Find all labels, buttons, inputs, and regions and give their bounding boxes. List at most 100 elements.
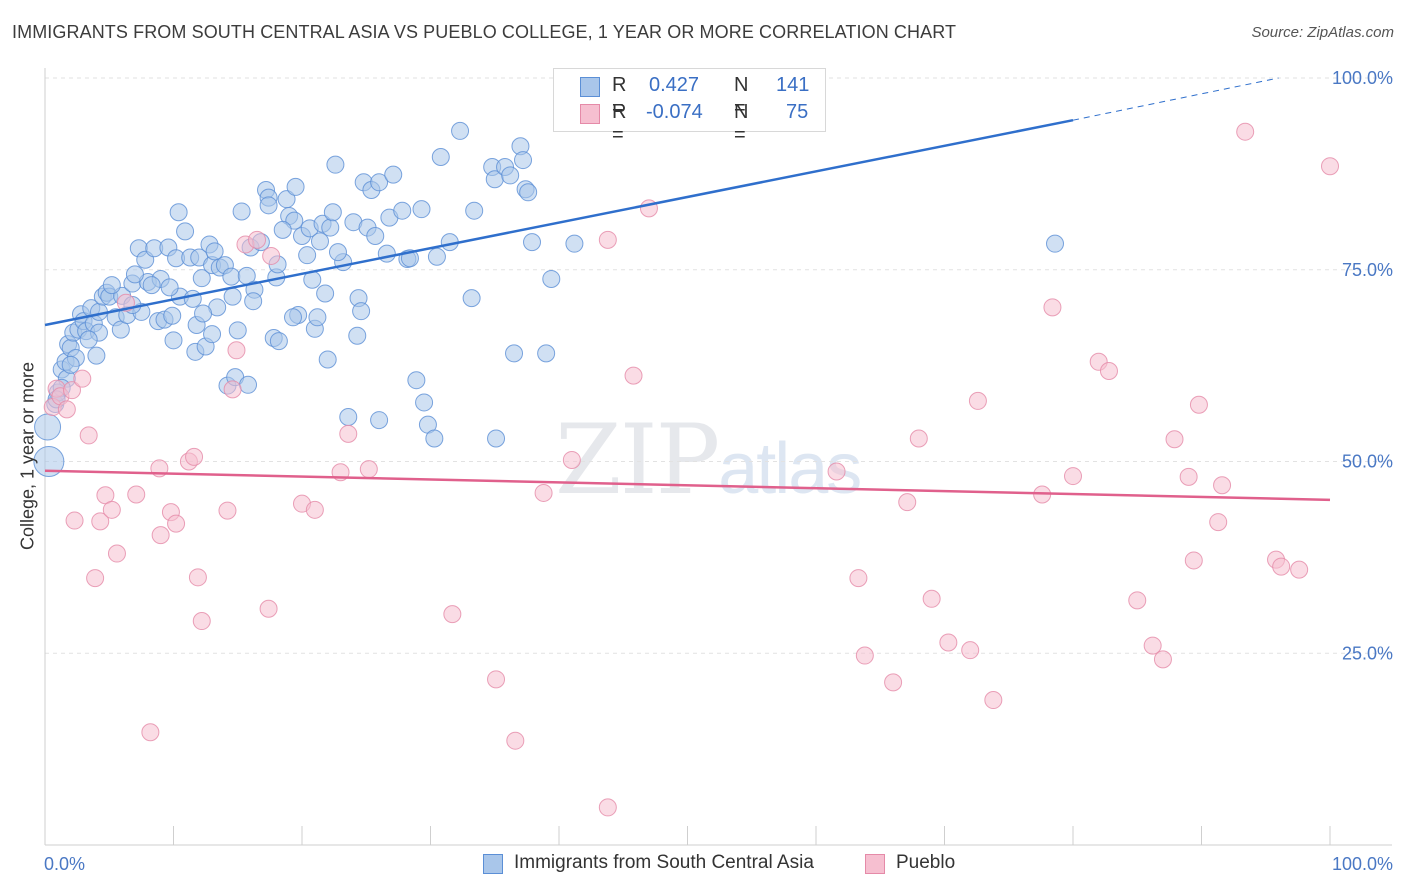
pueblo-point (141, 723, 160, 742)
y-tick-label: 100.0% (1332, 68, 1393, 88)
pueblo-point (79, 426, 98, 445)
pueblo-point (922, 589, 941, 608)
immigrants-point (514, 151, 533, 170)
immigrants-point (326, 155, 345, 174)
bottom-legend-label: Pueblo (896, 852, 956, 873)
pueblo-point (339, 424, 358, 443)
pueblo-point (598, 230, 617, 249)
immigrants-point (366, 227, 385, 246)
x-tick-label: 100.0% (1332, 854, 1393, 874)
immigrants-point (33, 446, 65, 477)
immigrants-point (465, 201, 484, 220)
pueblo-point (909, 429, 928, 448)
immigrants-point (160, 278, 179, 297)
pueblo-point (961, 641, 980, 660)
legend-n-label: N = (734, 101, 749, 146)
pueblo-point (305, 500, 324, 519)
pueblo-point (562, 450, 581, 469)
immigrants-point (519, 183, 538, 202)
immigrants-point (87, 346, 106, 365)
pueblo-point (107, 544, 126, 563)
immigrants-point (205, 242, 224, 261)
immigrants-point (308, 308, 327, 327)
immigrants-point (259, 196, 278, 215)
pueblo-point (624, 366, 643, 385)
x-tick-label: 0.0% (44, 854, 85, 874)
bottom-legend-swatch-blue (483, 854, 503, 874)
pueblo-point (1290, 560, 1309, 579)
immigrants-point (431, 148, 450, 167)
immigrants-trend-extension (1072, 77, 1279, 121)
pueblo-point (1099, 361, 1118, 380)
pueblo-point (167, 514, 186, 533)
pueblo-point (192, 612, 211, 631)
immigrants-point (565, 234, 584, 253)
immigrants-point (284, 308, 303, 327)
immigrants-point (223, 287, 242, 306)
immigrants-point (269, 332, 288, 351)
pueblo-point (968, 391, 987, 410)
immigrants-point (125, 265, 144, 284)
legend-r-label: R = (612, 101, 627, 146)
pueblo-point (262, 246, 281, 265)
immigrants-point (244, 292, 263, 311)
pueblo-point (188, 568, 207, 587)
pueblo-point (1321, 157, 1339, 176)
pueblo-point (1043, 298, 1062, 317)
pueblo-point (855, 646, 874, 665)
legend-r-value: 0.427 (649, 74, 700, 96)
pueblo-trend-line (44, 469, 1331, 502)
legend-n-label: N = (734, 74, 749, 119)
pueblo-point (218, 501, 237, 520)
immigrants-point (339, 408, 358, 427)
immigrants-point (203, 325, 222, 344)
bottom-legend-swatch-pink (865, 854, 885, 874)
watermark-zip: ZIP (555, 404, 720, 516)
immigrants-point (427, 247, 446, 266)
pueblo-point (939, 633, 958, 652)
pueblo-point (1153, 650, 1172, 669)
pueblo-point (1165, 430, 1184, 449)
y-tick-label: 75.0% (1342, 260, 1393, 280)
pueblo-point (359, 460, 378, 479)
legend-swatch-blue (580, 77, 600, 97)
pueblo-point (984, 691, 1003, 710)
y-tick-label: 25.0% (1342, 643, 1393, 663)
pueblo-point (1128, 591, 1147, 610)
immigrants-point (370, 173, 389, 192)
immigrants-point (163, 306, 182, 325)
immigrants-point (523, 233, 542, 252)
immigrants-point (316, 284, 335, 303)
chart-title: IMMIGRANTS FROM SOUTH CENTRAL ASIA VS PU… (12, 22, 957, 42)
immigrants-point (228, 321, 247, 340)
immigrants-point (328, 243, 347, 262)
immigrants-point (412, 200, 431, 219)
pueblo-point (73, 369, 92, 388)
pueblo-point (1179, 467, 1198, 486)
immigrants-trend-line (44, 118, 1074, 327)
pueblo-point (127, 485, 146, 504)
pueblo-point (57, 400, 76, 419)
immigrants-point (318, 350, 337, 369)
pueblo-point (506, 731, 525, 750)
immigrants-point (451, 121, 470, 140)
immigrants-point (164, 331, 183, 350)
immigrants-point (407, 371, 426, 390)
immigrants-point (310, 232, 329, 251)
immigrants-point (79, 330, 98, 349)
immigrants-point (194, 304, 213, 323)
pueblo-point (443, 605, 462, 624)
pueblo-point (534, 483, 553, 502)
legend-n-value: 141 (776, 74, 810, 96)
legend-swatch-pink (580, 104, 600, 124)
immigrants-point (323, 203, 342, 222)
immigrants-point (537, 344, 556, 363)
pueblo-point (259, 599, 278, 618)
pueblo-point (185, 447, 204, 466)
pueblo-point (227, 341, 246, 360)
immigrants-point (1046, 234, 1065, 253)
pueblo-point (86, 569, 105, 588)
pueblo-point (248, 230, 267, 249)
pueblo-point (91, 512, 110, 531)
pueblo-point (1189, 395, 1208, 414)
